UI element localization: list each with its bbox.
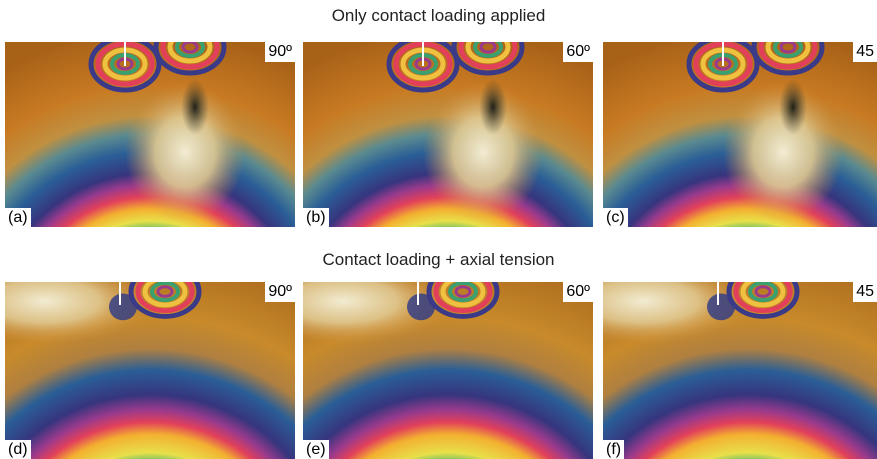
panel-label: (b) [303,208,329,227]
fringe-image [303,42,593,227]
fringe-image [603,282,877,459]
panel-label: (c) [603,208,628,227]
panel-label: (f) [603,440,624,459]
fringe-image [5,42,295,227]
image-panel: (d) 90º [5,282,295,459]
image-panel: (e) 60º [303,282,593,459]
figure: Only contact loading applied (a) 90º (b) 60º… [0,0,877,459]
panel-label: (a) [5,208,31,227]
angle-label: 60º [563,42,593,62]
image-panel: (f) 45 [603,282,877,459]
angle-label: 45 [853,282,877,302]
image-panel: (a) 90º [5,42,295,227]
image-panel: (b) 60º [303,42,593,227]
fringe-image [303,282,593,459]
angle-label: 60º [563,282,593,302]
panel-label: (e) [303,440,329,459]
fringe-image [5,282,295,459]
row-title: Contact loading + axial tension [0,250,877,270]
angle-label: 90º [265,282,295,302]
panel-label: (d) [5,440,31,459]
angle-label: 90º [265,42,295,62]
angle-label: 45 [853,42,877,62]
image-panel: (c) 45 [603,42,877,227]
row-title: Only contact loading applied [0,6,877,26]
fringe-image [603,42,877,227]
